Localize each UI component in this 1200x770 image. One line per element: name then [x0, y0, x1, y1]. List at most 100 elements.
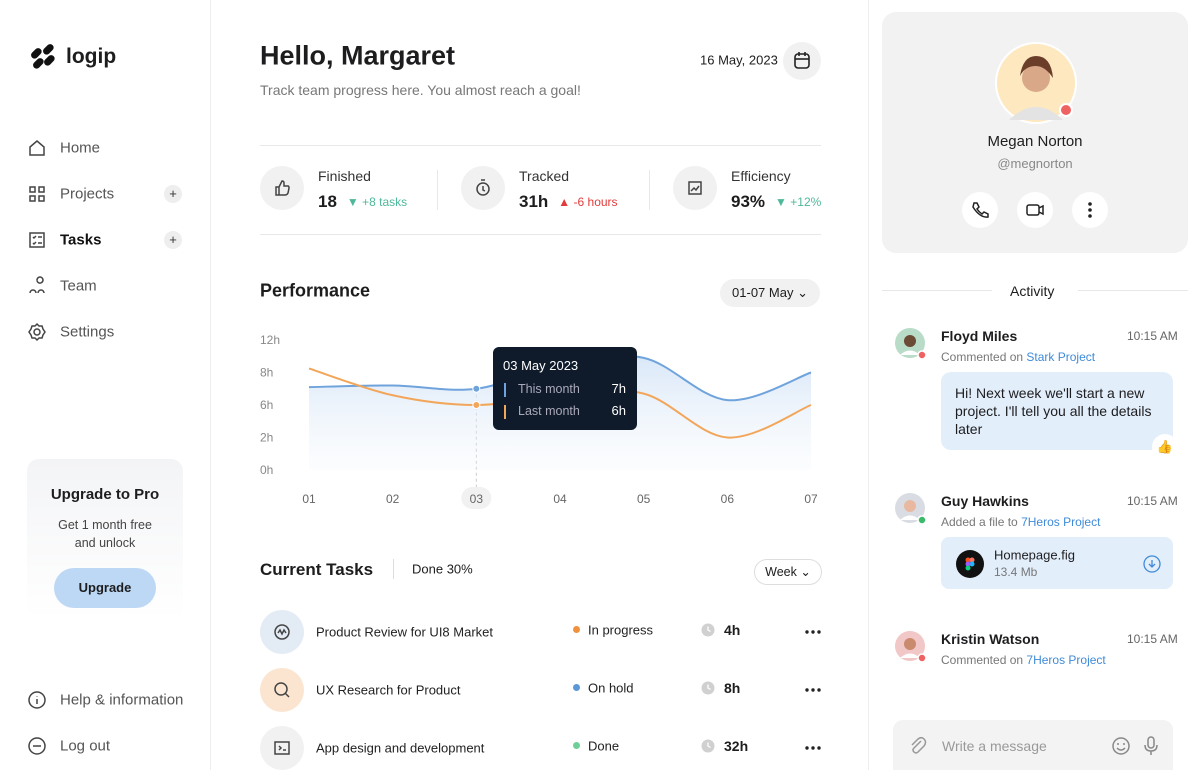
project-link[interactable]: 7Heros Project — [1021, 515, 1101, 529]
shape — [27, 138, 47, 163]
stat-value: 18 — [318, 192, 337, 211]
range-select[interactable]: 01-07 May ⌄ — [720, 279, 820, 307]
footer-item[interactable]: Log out — [27, 736, 197, 756]
add-button[interactable]: + — [164, 185, 182, 203]
shape — [1059, 103, 1073, 117]
tasks-title: Current Tasks — [260, 560, 374, 579]
icon — [274, 624, 290, 640]
activity-item: Floyd Miles 10:15 AM Commented on Stark … — [895, 328, 1185, 460]
action-text: Commented on — [941, 653, 1024, 667]
stat-label: Efficiency — [731, 168, 791, 184]
shape — [43, 44, 54, 55]
video-button[interactable] — [1017, 192, 1053, 228]
emoji-icon[interactable] — [1111, 736, 1131, 756]
shape — [27, 276, 47, 301]
x-tick-label: 07 — [804, 492, 818, 506]
shape — [27, 184, 47, 209]
shape — [28, 322, 46, 342]
calendar-button[interactable] — [783, 42, 821, 80]
task-icon — [260, 668, 304, 712]
stat-icon — [260, 166, 304, 210]
tooltip-series: This month — [518, 382, 580, 396]
project-link[interactable]: 7Heros Project — [1026, 653, 1106, 667]
task-menu[interactable] — [805, 686, 821, 694]
footer-item[interactable]: Help & information — [27, 690, 197, 710]
shape — [274, 624, 290, 640]
shape — [476, 179, 490, 196]
composer[interactable]: Write a message — [893, 720, 1173, 770]
upgrade-button[interactable]: Upgrade — [54, 568, 156, 608]
nav-item[interactable]: Team — [27, 276, 187, 296]
shape — [272, 622, 292, 647]
shape — [965, 557, 971, 563]
call-button[interactable] — [962, 192, 998, 228]
stat-row: 31h ▲ -6 hours — [519, 192, 618, 212]
shape — [805, 630, 809, 634]
stat-icon — [673, 166, 717, 210]
activity-action: Commented on 7Heros Project — [941, 653, 1106, 667]
message-bubble: Hi! Next week we'll start a new project.… — [941, 372, 1178, 460]
stat: Finished 18 ▼ +8 tasks — [260, 166, 440, 212]
activity-title: Activity — [1010, 283, 1055, 299]
task-row[interactable]: App design and development Done 32h — [260, 726, 822, 770]
shape — [900, 515, 920, 520]
more-button[interactable] — [1072, 192, 1108, 228]
shape — [29, 186, 45, 202]
file-card[interactable]: Homepage.fig 13.4 Mb — [941, 537, 1173, 589]
task-menu[interactable] — [805, 628, 821, 636]
nav-item[interactable]: Home — [27, 138, 187, 158]
shape — [965, 557, 975, 571]
icon — [28, 737, 46, 755]
upgrade-card: Upgrade to Pro Get 1 month free and unlo… — [27, 459, 183, 620]
shape — [707, 742, 711, 749]
stat-row: 18 ▼ +8 tasks — [318, 192, 407, 212]
task-name: UX Research for Product — [316, 682, 461, 698]
stat-value: 31h — [519, 192, 549, 211]
project-link[interactable]: Stark Project — [1026, 350, 1096, 364]
download-icon[interactable] — [1143, 555, 1161, 573]
stat: Tracked 31h ▲ -6 hours — [461, 166, 641, 212]
icon — [275, 180, 290, 196]
nav-label: Home — [60, 139, 101, 157]
x-tick-label: 03 — [470, 492, 484, 506]
change-arrow: ▲ — [558, 195, 571, 209]
performance-chart: 12h 8h 6h 2h 0h 01 02 03 04 05 06 07 03 May 2023 This… — [260, 333, 818, 509]
reaction[interactable]: 👍 — [1152, 434, 1178, 460]
tooltip: 03 May 2023 This month 7h Last month 6h — [493, 347, 637, 430]
performance-title: Performance — [260, 280, 371, 301]
x-highlight — [461, 487, 492, 509]
task-row[interactable]: Product Review for UI8 Market In progres… — [260, 610, 822, 654]
nav-item[interactable]: Tasks + — [27, 230, 187, 250]
upgrade-title: Upgrade to Pro — [50, 486, 160, 503]
task-menu[interactable] — [805, 744, 821, 752]
avatar — [895, 328, 927, 360]
icon — [476, 179, 490, 196]
activity-action: Commented on Stark Project — [941, 350, 1095, 364]
attach-icon[interactable] — [907, 735, 927, 755]
nav-item[interactable]: Projects + — [27, 184, 187, 204]
tooltip-value: 7h — [612, 381, 626, 396]
shape — [904, 638, 916, 650]
tasks-progress: Done 30% — [412, 561, 473, 577]
nav-item[interactable]: Settings — [27, 322, 187, 342]
shape — [31, 44, 55, 69]
status-dot — [573, 626, 580, 633]
clock-icon — [701, 681, 715, 695]
shape — [1088, 208, 1092, 212]
stat-change: ▲ -6 hours — [558, 195, 617, 209]
x-tick-label: 04 — [553, 492, 567, 506]
shape — [917, 653, 927, 663]
task-row[interactable]: UX Research for Product On hold 8h — [260, 668, 822, 712]
shape — [965, 565, 971, 571]
shape — [1148, 560, 1156, 568]
week-select[interactable]: Week ⌄ — [754, 559, 822, 585]
footer-label: Log out — [60, 737, 111, 755]
status-dot — [573, 742, 580, 749]
mic-icon[interactable] — [1141, 735, 1161, 757]
shape — [31, 48, 42, 59]
task-name: Product Review for UI8 Market — [316, 624, 494, 640]
shape — [817, 688, 821, 692]
add-button[interactable]: + — [164, 231, 182, 249]
shape — [911, 736, 927, 754]
shape — [29, 232, 45, 248]
